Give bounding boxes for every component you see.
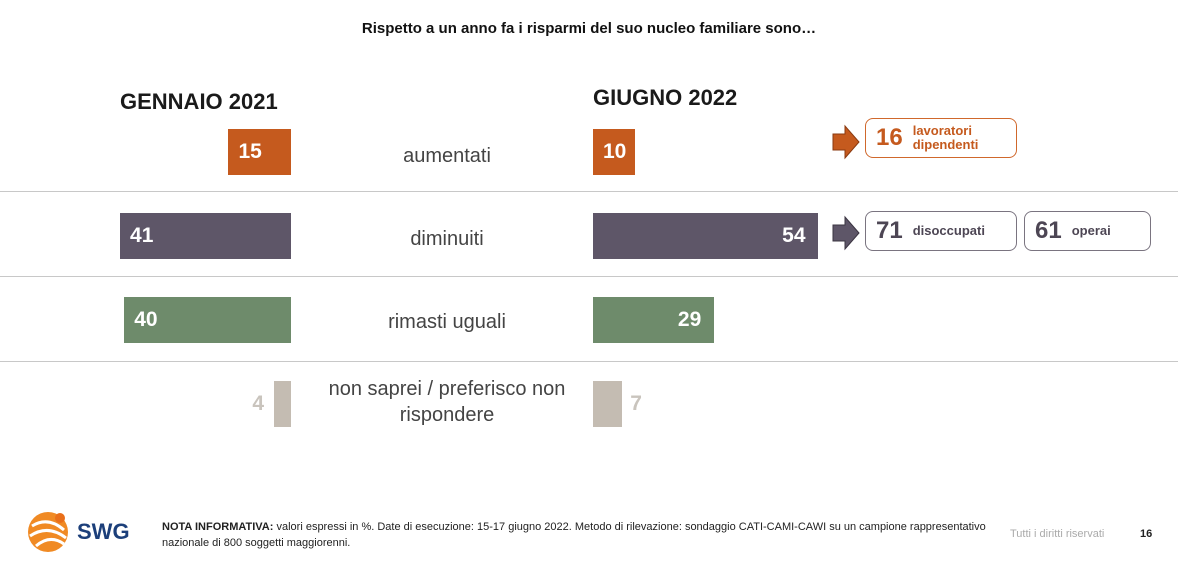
bar-gennaio-2021 [274,381,291,427]
bar-giugno-2022 [593,381,623,427]
bar-value-label: 7 [630,392,642,415]
callout-label-line: dipendenti [912,137,979,152]
footer-note: NOTA INFORMATIVA: valori espressi in %. … [162,519,992,551]
callout-lavoratori-dipendenti: 16 lavoratori dipendenti [865,118,1017,158]
chart-title: Rispetto a un anno fa i risparmi del suo… [361,20,817,37]
bar-giugno-2022 [593,297,714,343]
bar-value-label: 4 [252,392,264,415]
footer-note-label: NOTA INFORMATIVA: [162,521,274,533]
row-divider [0,276,1178,277]
page-number: 16 [1140,528,1153,540]
callout-label: lavoratori dipendenti [913,124,979,152]
bar-value-label: 54 [782,224,806,247]
row-divider [0,191,1178,192]
category-label: non saprei / preferisco non rispondere [328,378,566,426]
row-divider [0,361,1178,362]
callout-disoccupati: 71 disoccupati [865,211,1017,251]
arrow-right-icon [832,124,860,160]
category-label: rimasti uguali [388,311,506,333]
bar-value-label: 15 [238,140,262,163]
rights-text: Tutti i diritti riservati [1010,528,1105,540]
bar-giugno-2022 [593,129,635,175]
logo-text: SWG [77,519,130,544]
category-label: diminuiti [410,228,484,250]
category-label: aumentati [403,145,491,167]
bar-giugno-2022 [593,213,819,259]
bar-gennaio-2021 [124,297,291,343]
callout-label: operai [1071,223,1111,238]
callout-value: 16 [876,124,903,151]
bar-gennaio-2021 [120,213,291,259]
callout-label-line: lavoratori [912,123,972,138]
callout-value: 61 [1035,217,1062,244]
footer-note-text: valori espressi in %. Date di esecuzione… [162,521,986,549]
arrow-right-icon [832,215,860,251]
series-label-left: GENNAIO 2021 [120,89,278,114]
bar-value-label: 10 [603,140,627,163]
swg-logo-icon [28,512,68,552]
callout-operai: 61 operai [1024,211,1151,251]
series-label-right: GIUGNO 2022 [593,85,738,110]
callout-value: 71 [876,217,903,244]
bar-value-label: 40 [134,308,158,331]
bar-value-label: 41 [130,224,154,247]
bar-gennaio-2021 [228,129,291,175]
callout-label: disoccupati [912,223,985,238]
bar-value-label: 29 [677,308,702,331]
